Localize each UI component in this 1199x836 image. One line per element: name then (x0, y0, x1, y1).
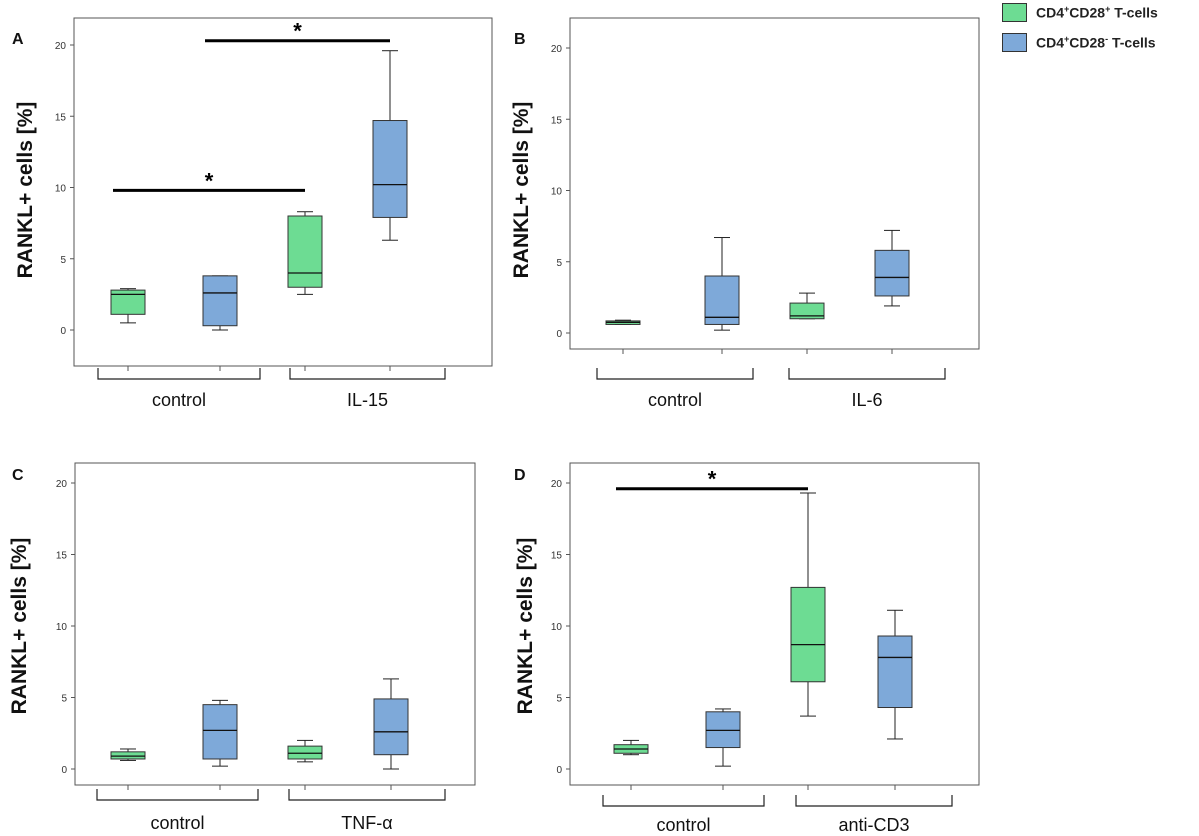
panel-b-box-2-iqr (704, 275, 740, 325)
panel-a-ylabel: RANKL+ cells [%] (14, 102, 37, 279)
panel-c-box-2-iqr (202, 704, 238, 760)
panel-b-frame (569, 17, 980, 350)
panel-a-box-4-iqr (372, 120, 408, 218)
panel-d-group-bracket-1 (602, 795, 765, 807)
panel-b-group-label-2: IL-6 (851, 390, 882, 410)
panel-b-box-4-iqr (874, 249, 910, 297)
panel-a-group-bracket-2 (289, 368, 446, 380)
panel-c-group-label-1: control (150, 813, 204, 833)
panel-b-letter: B (514, 31, 526, 48)
panel-d-ytick-label-20: 20 (551, 479, 563, 490)
panel-a-letter: A (12, 31, 24, 48)
panel-d-ytick-label-15: 15 (551, 551, 563, 562)
panel-a-ytick-label-15: 15 (55, 112, 67, 123)
panel-a-significance-star-2: * (293, 19, 302, 44)
panel-b-group-bracket-1 (596, 368, 754, 380)
panel-d-box-3-iqr (790, 586, 826, 683)
panel-b-ylabel: RANKL+ cells [%] (510, 102, 533, 279)
panel-b-ytick-label-5: 5 (556, 258, 562, 269)
panel-a-significance-star-1: * (205, 168, 214, 193)
panel-c-ytick-label-0: 0 (61, 765, 67, 776)
panel-b-group-label-1: control (648, 390, 702, 410)
panel-c-ytick-label-15: 15 (56, 551, 68, 562)
legend-swatch-blue (1002, 32, 1027, 52)
panel-d-group-label-1: control (656, 815, 710, 835)
panel-a-box-3-iqr (287, 215, 323, 288)
panel-c-ytick-label-5: 5 (61, 694, 67, 705)
panel-a-ytick-label-20: 20 (55, 41, 67, 52)
panel-d-ytick-label-10: 10 (551, 622, 563, 633)
panel-c-box-4-iqr (373, 698, 409, 756)
panel-c-letter: C (12, 467, 24, 484)
panel-d-box-2-iqr (705, 711, 741, 749)
panel-d-group-label-2: anti-CD3 (838, 815, 909, 835)
panel-b-ytick-label-15: 15 (551, 115, 563, 126)
panel-c-frame (74, 462, 476, 786)
legend-entry-cd28-positive: CD4+CD28+ T-cells (1002, 0, 1158, 24)
panel-a-group-label-1: control (152, 390, 206, 410)
panel-c-ytick-label-20: 20 (56, 479, 68, 490)
panel-c-ytick-label-10: 10 (56, 622, 68, 633)
panel-c-group-label-2: TNF-α (341, 813, 392, 833)
panel-a-group-bracket-1 (97, 368, 261, 380)
panel-c-ylabel: RANKL+ cells [%] (8, 538, 31, 715)
panel-b-ytick-label-20: 20 (551, 44, 563, 55)
legend-entry-cd28-negative: CD4+CD28- T-cells (1002, 30, 1156, 54)
panel-d-frame (569, 462, 980, 786)
legend-swatch-green (1002, 2, 1027, 22)
panel-d-ytick-label-0: 0 (556, 765, 562, 776)
panel-b-ytick-label-10: 10 (551, 187, 563, 198)
legend-label-cd28-negative: CD4+CD28- T-cells (1036, 33, 1156, 51)
panel-a-box-2-iqr (202, 275, 238, 327)
panel-c-group-bracket-1 (96, 789, 259, 801)
panel-d-letter: D (514, 467, 526, 484)
panel-a-frame (73, 17, 493, 367)
panel-d-ylabel: RANKL+ cells [%] (514, 538, 537, 715)
panel-d-group-bracket-2 (795, 795, 953, 807)
panel-c-box-1-iqr (110, 751, 146, 760)
panel-a-ytick-label-5: 5 (60, 255, 66, 266)
legend-label-cd28-positive: CD4+CD28+ T-cells (1036, 3, 1158, 21)
panel-c-group-bracket-2 (288, 789, 446, 801)
panel-a-ytick-label-0: 0 (60, 326, 66, 337)
panel-b-box-3-iqr (789, 302, 825, 320)
panel-d-significance-star-1: * (708, 467, 717, 492)
panel-d-box-4-iqr (877, 635, 913, 709)
panel-d-ytick-label-5: 5 (556, 694, 562, 705)
panel-c-box-3-iqr (287, 745, 323, 760)
panel-b-ytick-label-0: 0 (556, 329, 562, 340)
panel-a-ytick-label-10: 10 (55, 184, 67, 195)
panel-b-group-bracket-2 (788, 368, 946, 380)
panel-a-group-label-2: IL-15 (347, 390, 388, 410)
legend: CD4+CD28+ T-cells CD4+CD28- T-cells (1002, 0, 1198, 70)
